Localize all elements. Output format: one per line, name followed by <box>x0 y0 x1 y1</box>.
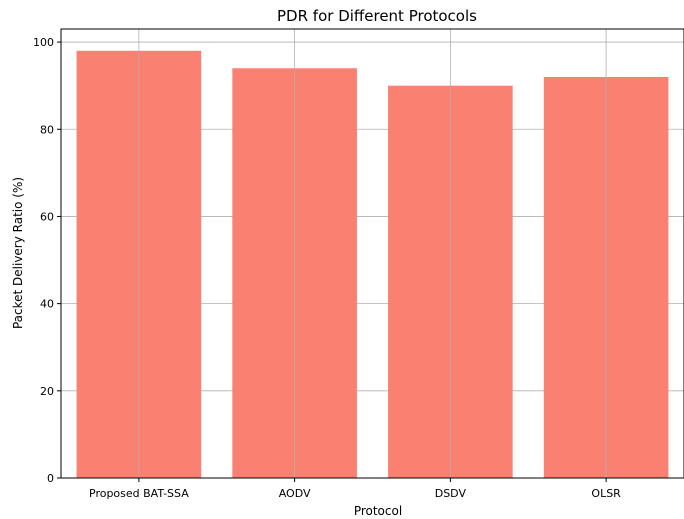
bars <box>76 50 669 479</box>
y-tick-label: 40 <box>40 298 54 311</box>
y-axis-label: Packet Delivery Ratio (%) <box>11 177 25 329</box>
y-tick-label: 20 <box>40 385 54 398</box>
y-tick-label: 0 <box>47 472 54 485</box>
x-axis-ticks: Proposed BAT-SSA AODV DSDV OLSR <box>89 478 621 500</box>
y-axis-ticks: 0 20 40 60 80 100 <box>33 36 61 485</box>
x-tick-label: Proposed BAT-SSA <box>89 487 189 500</box>
y-tick-label: 60 <box>40 210 54 223</box>
y-tick-label: 100 <box>33 36 54 49</box>
plot-frame <box>60 28 684 479</box>
y-tick-label: 80 <box>40 123 54 136</box>
x-axis-label: Protocol <box>354 504 402 518</box>
x-tick-label: DSDV <box>435 487 467 500</box>
chart-title: PDR for Different Protocols <box>277 7 477 25</box>
x-tick-label: OLSR <box>591 487 621 500</box>
x-grid-lines <box>138 29 607 478</box>
x-tick-label: AODV <box>279 487 311 500</box>
